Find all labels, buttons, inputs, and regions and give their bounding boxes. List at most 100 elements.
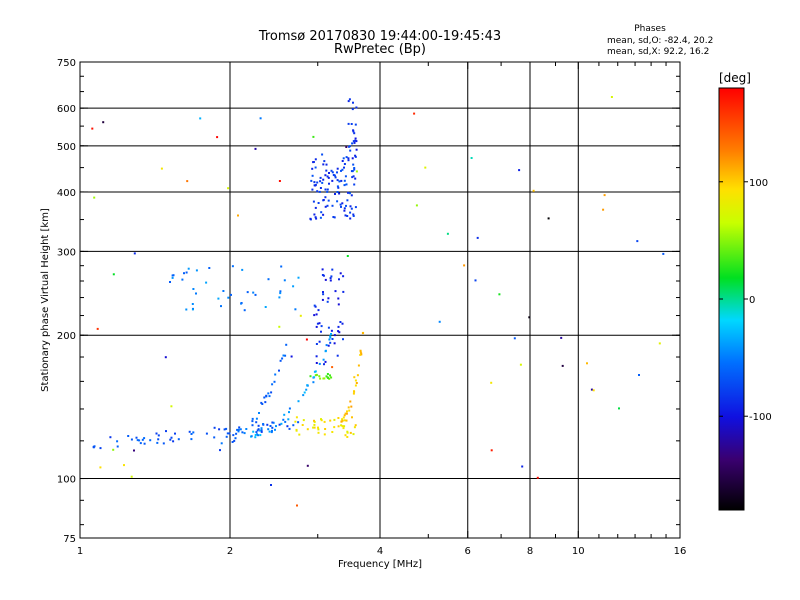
colorbar-label: [deg] (719, 71, 751, 85)
scatter-point (521, 465, 524, 468)
scatter-point (239, 428, 242, 431)
scatter-point (257, 434, 260, 437)
scatter-point (205, 432, 208, 435)
scatter-point (133, 252, 136, 255)
scatter-point (235, 432, 238, 435)
y-tick-label: 600 (57, 104, 76, 115)
scatter-point (351, 142, 354, 145)
scatter-point (278, 423, 281, 426)
scatter-point (346, 215, 349, 217)
scatter-point (329, 341, 332, 344)
scatter-point (355, 140, 358, 143)
scatter-point (353, 376, 356, 379)
scatter-point (354, 137, 357, 140)
scatter-point (185, 271, 188, 274)
scatter-point (297, 400, 300, 403)
scatter-point (325, 344, 328, 347)
scatter-point (345, 204, 347, 207)
scatter-point (116, 445, 119, 448)
scatter-point (138, 439, 141, 442)
scatter-point (340, 205, 342, 208)
scatter-point (190, 433, 193, 435)
scatter-point (227, 187, 230, 190)
scatter-point (333, 342, 336, 345)
scatter-point (334, 290, 337, 293)
scatter-point (315, 313, 318, 316)
scatter-point (345, 156, 348, 159)
scatter-point (170, 436, 173, 439)
scatter-point (324, 196, 327, 199)
colorbar-ticks: 100 0 -100 (718, 87, 772, 511)
scatter-point (328, 338, 331, 341)
scatter-point (350, 123, 353, 125)
scatter-point (102, 121, 105, 124)
scatter-point (331, 366, 334, 369)
scatter-point (330, 329, 333, 332)
scatter-point (267, 428, 270, 431)
scatter-point (349, 149, 352, 152)
scatter-point (330, 376, 333, 379)
scatter-point (156, 441, 159, 444)
scatter-point (317, 428, 320, 431)
scatter-point (590, 388, 593, 391)
scatter-point (298, 433, 301, 436)
scatter-point (130, 438, 133, 441)
scatter-point (331, 431, 334, 433)
scatter-point (267, 392, 270, 395)
scatter-point (136, 439, 139, 442)
scatter-point (333, 216, 336, 219)
scatter-point (279, 359, 282, 362)
scatter-point (336, 185, 339, 188)
scatter-point (160, 167, 163, 170)
scatter-point (328, 377, 331, 380)
scatter-point (352, 433, 355, 436)
scatter-point (354, 123, 357, 126)
scatter-point (329, 279, 332, 282)
scatter-point (334, 176, 337, 179)
scatter-point (348, 192, 351, 195)
y-tick-label: 500 (57, 142, 76, 153)
scatter-point (306, 464, 309, 467)
scatter-point (315, 362, 318, 364)
scatter-point (313, 304, 316, 307)
scatter-point (254, 147, 257, 150)
scatter-point (271, 383, 274, 386)
scatter-point (352, 130, 355, 133)
scatter-point (351, 170, 354, 173)
scatter-point (272, 421, 275, 424)
scatter-point (341, 160, 344, 162)
scatter-point (320, 211, 323, 214)
scatter-point (312, 381, 315, 384)
scatter-point (343, 209, 346, 212)
scatter-point (186, 180, 189, 183)
scatter-point (336, 167, 339, 170)
scatter-point (353, 167, 356, 169)
scatter-point (354, 379, 357, 382)
scatter-point (227, 296, 230, 299)
scatter-point (187, 267, 190, 270)
scatter-point (337, 425, 340, 428)
scatter-point (327, 326, 330, 329)
scatter-point (236, 428, 239, 431)
x-axis-label: Frequency [MHz] (338, 559, 422, 570)
scatter-point (309, 375, 312, 378)
scatter-point (268, 395, 271, 398)
scatter-point (355, 106, 358, 109)
scatter-point (352, 163, 355, 166)
scatter-point (233, 439, 236, 442)
scatter-point (319, 187, 322, 189)
scatter-point (351, 416, 353, 419)
scatter-point (282, 418, 285, 421)
scatter-point (321, 298, 324, 301)
scatter-point (169, 438, 172, 441)
scatter-point (331, 268, 334, 271)
scatter-point (271, 421, 274, 424)
scatter-point (287, 418, 290, 421)
scatter-point (326, 204, 329, 207)
scatter-point (638, 374, 640, 376)
scatter-point (320, 325, 323, 328)
scatter-point (339, 321, 342, 323)
scatter-point (342, 157, 345, 160)
scatter-point (342, 416, 345, 419)
scatter-point (561, 364, 564, 367)
